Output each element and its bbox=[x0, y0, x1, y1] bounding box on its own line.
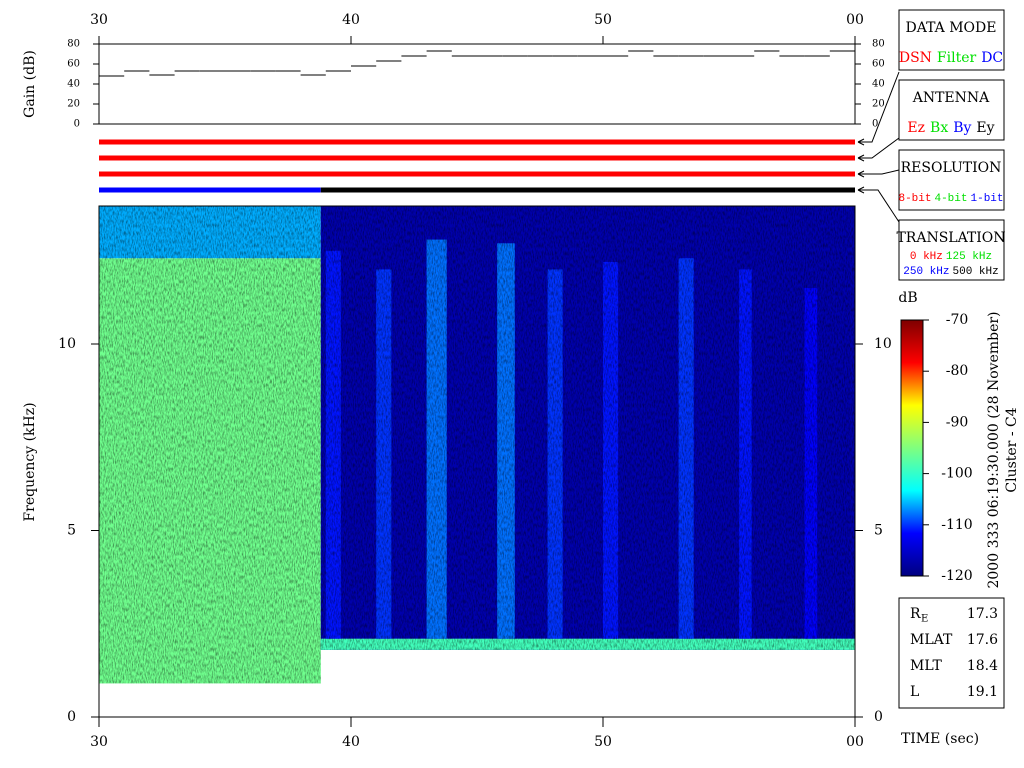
x-tick-label: 30 bbox=[90, 734, 108, 750]
y-tick-label: 5 bbox=[67, 523, 76, 539]
legend-item: By bbox=[953, 120, 971, 136]
arrow bbox=[858, 71, 900, 143]
x-tick-label-top: 40 bbox=[342, 12, 360, 28]
ephemeris-label: L bbox=[910, 684, 919, 700]
legend-item: 500 kHz bbox=[953, 266, 999, 278]
legend-panel-title: RESOLUTION bbox=[901, 160, 1002, 176]
x-tick-label-top: 50 bbox=[594, 12, 612, 28]
legend-item: Ez bbox=[907, 120, 925, 136]
spec-frame bbox=[98, 205, 856, 718]
spectrogram bbox=[99, 206, 855, 684]
y-tick-label-right: 40 bbox=[872, 79, 885, 90]
legend-panel bbox=[898, 219, 1005, 281]
x-tick-label: 40 bbox=[342, 734, 360, 750]
y-tick-label-right: 60 bbox=[872, 59, 885, 70]
x-tick-label: 00 bbox=[846, 734, 864, 750]
legend-row: 0 kHz 125 kHz bbox=[910, 251, 992, 263]
y-axis-title: Gain (dB) bbox=[22, 50, 38, 118]
x-tick-label-top: 00 bbox=[846, 12, 864, 28]
y-tick-label: 60 bbox=[67, 59, 80, 70]
y-tick-label: 40 bbox=[67, 79, 80, 90]
ephemeris-label: MLT bbox=[910, 658, 942, 674]
legend-item: 250 kHz bbox=[903, 266, 949, 278]
ephemeris-value: 18.4 bbox=[967, 658, 998, 674]
ephemeris-sub: E bbox=[921, 614, 928, 625]
arrow bbox=[858, 189, 900, 223]
legend-item: 4-bit bbox=[934, 193, 967, 205]
x-axis-title: TIME (sec) bbox=[901, 731, 979, 747]
arrow-heads bbox=[857, 138, 865, 194]
legend-item: Ey bbox=[976, 120, 994, 136]
legend-item: DSN bbox=[899, 50, 932, 66]
y-tick-label-right: 5 bbox=[874, 523, 883, 539]
colorbar-tick-label: -80 bbox=[946, 363, 969, 379]
legend-row: 250 kHz 500 kHz bbox=[903, 266, 998, 278]
ephemeris-value: 17.3 bbox=[967, 606, 998, 622]
y-tick-label: 80 bbox=[67, 39, 80, 50]
legend-item: DC bbox=[981, 50, 1003, 66]
legend-item: 0 kHz bbox=[910, 251, 943, 263]
legend-row: Ez Bx By Ey bbox=[907, 120, 994, 136]
colorbar-tick-label: -120 bbox=[941, 568, 972, 584]
legend-item: Bx bbox=[930, 120, 948, 136]
legend-item: 1-bit bbox=[971, 193, 1004, 205]
colorbar-tick-label: -90 bbox=[946, 414, 969, 430]
legend-row: 8-bit 4-bit 1-bit bbox=[898, 193, 1003, 205]
y-tick-label-right: 10 bbox=[874, 336, 892, 352]
y-tick-label: 0 bbox=[74, 119, 80, 130]
legend-panel bbox=[898, 9, 1005, 71]
ephemeris-label: MLAT bbox=[910, 632, 953, 648]
speckle bbox=[99, 206, 855, 684]
colorbar-tick-label: -110 bbox=[941, 517, 972, 533]
legend-item: Filter bbox=[937, 50, 977, 66]
legend-row: DSN Filter DC bbox=[899, 50, 1003, 66]
legend-panel bbox=[898, 149, 1005, 211]
y-axis-title: Frequency (kHz) bbox=[22, 402, 38, 521]
legend-panel-title: TRANSLATION bbox=[896, 230, 1005, 246]
x-tick-label-top: 30 bbox=[90, 12, 108, 28]
colorbar bbox=[900, 319, 924, 577]
y-tick-label: 0 bbox=[67, 709, 76, 725]
colorbar-tick-label: -100 bbox=[941, 466, 972, 482]
legend-item: 8-bit bbox=[898, 193, 931, 205]
legend-panel bbox=[898, 79, 1005, 141]
timestamp: 2000 333 06:19:30.000 (28 November) bbox=[986, 311, 1002, 588]
ephemeris-value: 17.6 bbox=[967, 632, 998, 648]
y-tick-label-right: 20 bbox=[872, 99, 885, 110]
y-tick-label-right: 0 bbox=[872, 119, 878, 130]
colorbar-title: dB bbox=[898, 290, 917, 306]
y-tick-label: 20 bbox=[67, 99, 80, 110]
y-tick-label-right: 80 bbox=[872, 39, 885, 50]
ephemeris-box bbox=[898, 597, 1005, 709]
y-tick-label: 10 bbox=[58, 336, 76, 352]
spacecraft: Cluster - C4 bbox=[1004, 407, 1020, 492]
legend-panel-title: DATA MODE bbox=[906, 20, 997, 36]
arrow bbox=[858, 169, 900, 175]
x-tick-label: 50 bbox=[594, 734, 612, 750]
legend-panel-title: ANTENNA bbox=[912, 90, 990, 106]
colorbar-tick-label: -70 bbox=[946, 312, 969, 328]
ephemeris-label: R bbox=[910, 606, 921, 622]
arrow bbox=[858, 137, 900, 159]
panel-arrows bbox=[857, 71, 900, 223]
ephemeris-value: 19.1 bbox=[967, 684, 998, 700]
legend-item: 125 kHz bbox=[946, 251, 992, 263]
y-tick-label-right: 0 bbox=[874, 709, 883, 725]
